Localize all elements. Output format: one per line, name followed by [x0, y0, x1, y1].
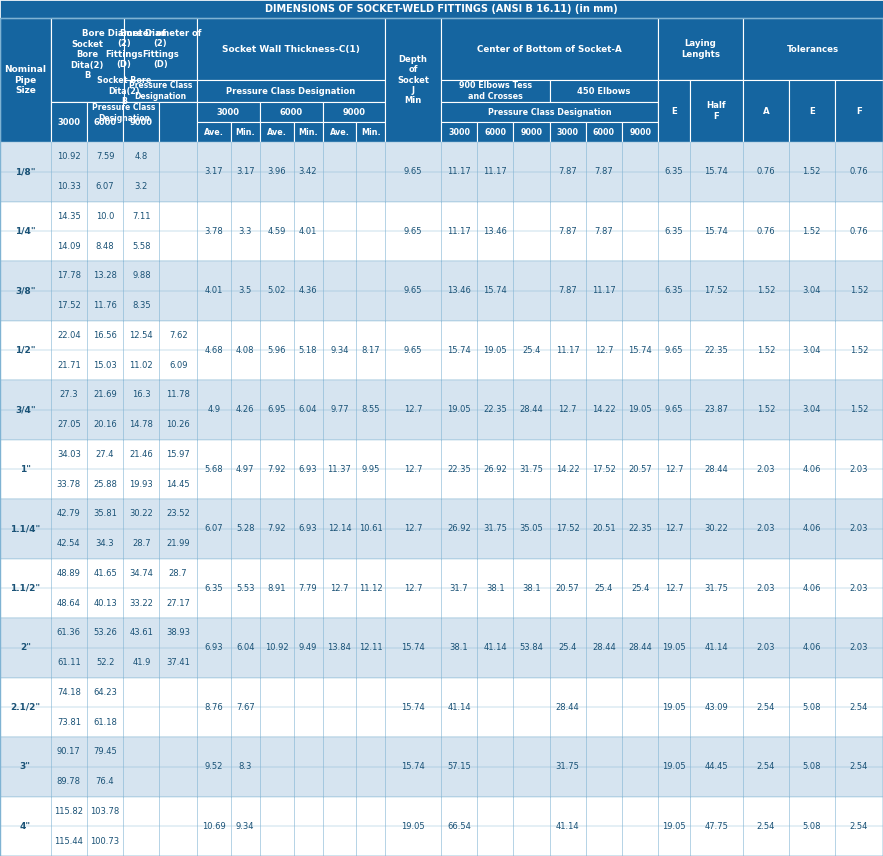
- Text: 450 Elbows: 450 Elbows: [577, 86, 630, 96]
- Text: 6.93: 6.93: [205, 643, 223, 652]
- Text: Nominal
Pipe
Size: Nominal Pipe Size: [4, 65, 47, 95]
- Bar: [441, 122, 477, 142]
- Text: Tolerances: Tolerances: [787, 45, 839, 54]
- Text: 37.41: 37.41: [166, 658, 190, 667]
- Bar: [50, 18, 197, 80]
- Text: 14.22: 14.22: [592, 405, 615, 414]
- Text: 3.04: 3.04: [803, 286, 821, 295]
- Bar: [87, 102, 124, 142]
- Text: Pressure Class
Designation: Pressure Class Designation: [129, 81, 192, 101]
- Text: 4.59: 4.59: [268, 227, 286, 235]
- Bar: [357, 122, 385, 142]
- Text: 43.61: 43.61: [130, 628, 154, 638]
- Text: Socket Bore
Dita(2)
B: Socket Bore Dita(2) B: [96, 76, 151, 106]
- Text: 7.92: 7.92: [268, 524, 286, 533]
- Text: 3.17: 3.17: [236, 167, 254, 176]
- Text: 11.17: 11.17: [592, 286, 615, 295]
- Text: 6.35: 6.35: [665, 167, 683, 176]
- Text: 21.69: 21.69: [94, 390, 117, 400]
- Text: 7.59: 7.59: [96, 152, 114, 162]
- Text: 8.91: 8.91: [268, 584, 286, 592]
- Text: 8.35: 8.35: [132, 301, 151, 310]
- Text: 1.52: 1.52: [849, 405, 868, 414]
- Text: 8.76: 8.76: [205, 703, 223, 711]
- Text: 1.52: 1.52: [757, 286, 775, 295]
- Text: 12.7: 12.7: [665, 465, 683, 473]
- Text: Bore Diameter of
(2)
Fittings
(D): Bore Diameter of (2) Fittings (D): [82, 29, 166, 69]
- Text: 19.05: 19.05: [662, 643, 686, 652]
- Bar: [0, 142, 883, 201]
- Text: 5.08: 5.08: [803, 762, 821, 771]
- Text: 15.74: 15.74: [401, 643, 425, 652]
- Text: 9.34: 9.34: [330, 346, 349, 354]
- Text: 12.7: 12.7: [665, 524, 683, 533]
- Text: 57.15: 57.15: [447, 762, 471, 771]
- Text: 41.14: 41.14: [483, 643, 507, 652]
- Text: 5.96: 5.96: [268, 346, 286, 354]
- Text: 2.03: 2.03: [849, 524, 868, 533]
- Bar: [549, 80, 659, 102]
- Text: 6000: 6000: [280, 108, 303, 116]
- Bar: [322, 102, 385, 122]
- Text: 1/4": 1/4": [15, 227, 35, 235]
- Bar: [50, 80, 197, 102]
- Text: 16.56: 16.56: [93, 331, 117, 340]
- Text: 34.3: 34.3: [95, 539, 115, 548]
- Text: F: F: [856, 106, 862, 116]
- Text: 10.92: 10.92: [57, 152, 80, 162]
- Text: 38.1: 38.1: [522, 584, 540, 592]
- Text: 4.01: 4.01: [205, 286, 223, 295]
- Bar: [743, 18, 883, 80]
- Text: 6.35: 6.35: [665, 286, 683, 295]
- Text: 6.35: 6.35: [665, 227, 683, 235]
- Text: 41.9: 41.9: [132, 658, 150, 667]
- Bar: [260, 122, 293, 142]
- Text: 31.7: 31.7: [449, 584, 468, 592]
- Text: 33.22: 33.22: [130, 598, 154, 608]
- Bar: [0, 380, 883, 439]
- Text: 9.52: 9.52: [205, 762, 223, 771]
- Text: 7.62: 7.62: [169, 331, 187, 340]
- Bar: [0, 558, 883, 618]
- Text: 0.76: 0.76: [849, 167, 868, 176]
- Bar: [293, 122, 322, 142]
- Text: 10.26: 10.26: [166, 420, 190, 429]
- Text: 6.35: 6.35: [205, 584, 223, 592]
- Text: 0.76: 0.76: [849, 227, 868, 235]
- Text: 28.44: 28.44: [629, 643, 652, 652]
- Text: 61.36: 61.36: [57, 628, 81, 638]
- Text: 14.09: 14.09: [57, 241, 80, 251]
- Text: 11.37: 11.37: [328, 465, 351, 473]
- Text: 2.54: 2.54: [757, 822, 775, 831]
- Text: 3000: 3000: [556, 128, 578, 136]
- Text: 3.17: 3.17: [205, 167, 223, 176]
- Text: 30.22: 30.22: [705, 524, 728, 533]
- Text: 28.7: 28.7: [169, 569, 187, 578]
- Text: 4.9: 4.9: [208, 405, 221, 414]
- Text: 1/2": 1/2": [15, 346, 35, 354]
- Text: 31.75: 31.75: [519, 465, 543, 473]
- Text: 5.28: 5.28: [236, 524, 254, 533]
- Bar: [441, 18, 659, 80]
- Text: 2.54: 2.54: [849, 822, 868, 831]
- Text: 33.78: 33.78: [57, 479, 81, 489]
- Bar: [585, 122, 623, 142]
- Text: 7.67: 7.67: [236, 703, 254, 711]
- Text: 38.1: 38.1: [486, 584, 504, 592]
- Text: 20.16: 20.16: [94, 420, 117, 429]
- Text: 9.65: 9.65: [404, 286, 422, 295]
- Text: 12.14: 12.14: [328, 524, 351, 533]
- Bar: [690, 80, 743, 142]
- Text: 4.36: 4.36: [298, 286, 317, 295]
- Text: 64.23: 64.23: [93, 688, 117, 697]
- Text: 3.04: 3.04: [803, 346, 821, 354]
- Text: 41.65: 41.65: [94, 569, 117, 578]
- Text: Socket Wall Thickness-C(1): Socket Wall Thickness-C(1): [223, 45, 360, 54]
- Text: 2.54: 2.54: [849, 762, 868, 771]
- Text: Pressure Class Designation: Pressure Class Designation: [226, 86, 356, 96]
- Text: 9.88: 9.88: [132, 271, 151, 281]
- Text: Ave.: Ave.: [267, 128, 287, 136]
- Text: 4.06: 4.06: [803, 584, 821, 592]
- Text: 23.52: 23.52: [166, 509, 190, 519]
- Text: 6.04: 6.04: [298, 405, 317, 414]
